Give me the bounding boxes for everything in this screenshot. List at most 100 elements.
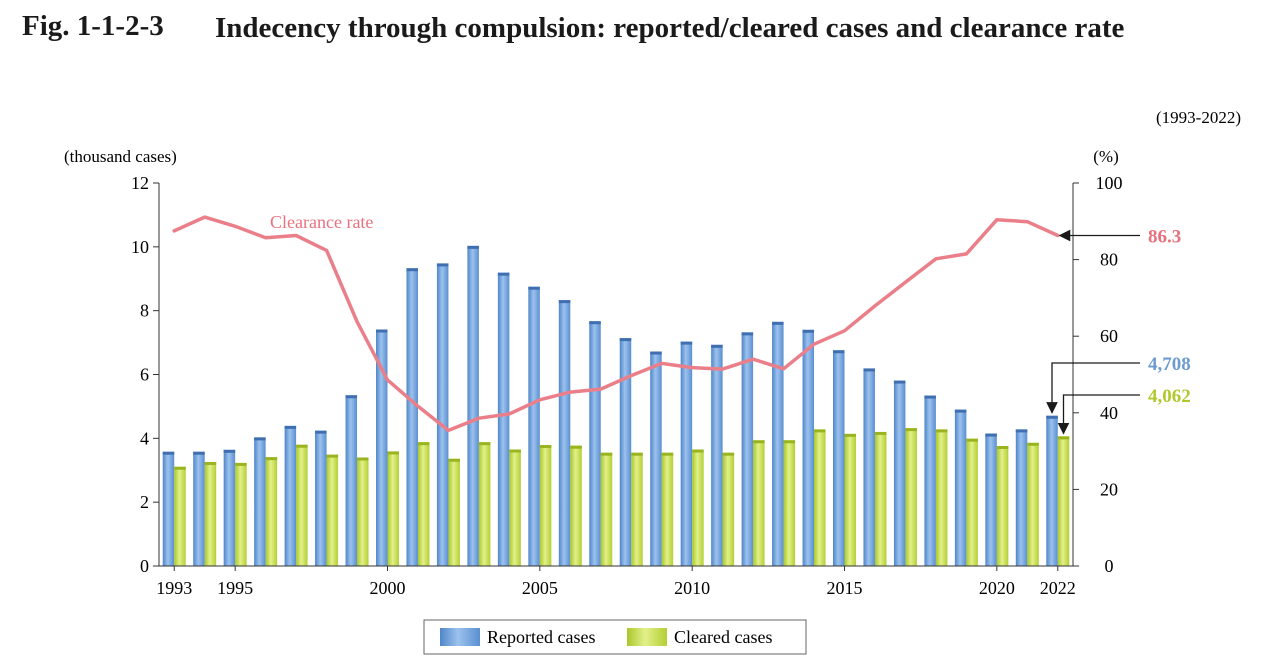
bar-reported-cap-1994 <box>193 451 205 455</box>
bar-cleared-2015 <box>844 433 856 566</box>
bar-reported-2009 <box>650 351 662 566</box>
bar-cleared-cap-2016 <box>874 431 887 435</box>
left-axis-tick-label: 4 <box>140 428 149 448</box>
bar-cleared-2012 <box>753 440 765 566</box>
bar-cleared-1995 <box>235 462 247 566</box>
bar-reported-1997 <box>284 425 297 566</box>
bar-reported-2000 <box>376 329 388 566</box>
bar-cleared-cap-2001 <box>417 442 430 446</box>
bar-cleared-2019 <box>966 438 978 566</box>
bar-reported-2001 <box>406 268 418 566</box>
bar-reported-2022 <box>1046 415 1058 566</box>
bar-reported-cap-1995 <box>223 449 236 453</box>
x-axis-tick-label: 2010 <box>674 578 710 598</box>
bar-reported-cap-2021 <box>1015 429 1028 433</box>
bar-cleared-2016 <box>874 431 887 566</box>
figure-number: Fig. 1-1-2-3 <box>22 10 164 42</box>
left-axis-unit: (thousand cases) <box>64 147 177 166</box>
bar-reported-2008 <box>619 338 632 566</box>
bar-cleared-2002 <box>448 458 460 566</box>
bar-reported-2013 <box>772 321 784 566</box>
bar-reported-cap-2005 <box>528 286 540 290</box>
x-axis-tick-label: 2005 <box>522 578 558 598</box>
right-axis: 0 20 40 60 80 100 <box>1072 173 1123 576</box>
bar-cleared-cap-2012 <box>753 440 765 444</box>
bar-cleared-2020 <box>996 445 1009 566</box>
bar-reported-cap-1998 <box>315 430 327 434</box>
bar-cleared-1996 <box>265 457 278 566</box>
bar-cleared-cap-2005 <box>539 445 552 449</box>
bar-cleared-cap-1996 <box>265 457 278 461</box>
bar-reported-cap-2007 <box>589 321 601 325</box>
x-axis-tick-label: 2022 <box>1040 578 1076 598</box>
x-axis-tick-label: 2020 <box>979 578 1015 598</box>
left-axis-tick-label: 8 <box>140 301 149 321</box>
bar-cleared-cap-2000 <box>387 451 399 455</box>
bar-reported-2004 <box>497 272 510 566</box>
bar-reported-cap-1999 <box>345 395 358 399</box>
bar-cleared-cap-2008 <box>631 452 643 456</box>
left-axis-tick-label: 2 <box>140 492 149 512</box>
bar-reported-2019 <box>954 409 967 566</box>
legend-label-reported: Reported cases <box>487 627 595 647</box>
bar-cleared-cap-2011 <box>722 452 735 456</box>
x-axis-tick-label: 1993 <box>156 578 192 598</box>
bar-reported-2018 <box>924 395 936 566</box>
bar-reported-cap-2010 <box>680 341 693 345</box>
bar-reported-cap-1993 <box>162 451 175 455</box>
bar-reported-2015 <box>833 350 845 566</box>
clearance-rate-line <box>172 215 1060 433</box>
bar-cleared-1998 <box>326 454 339 566</box>
left-axis-tick-label: 6 <box>140 365 149 385</box>
bar-reported-2020 <box>985 433 997 566</box>
bar-cleared-2014 <box>814 429 826 566</box>
bar-cleared-2007 <box>600 452 613 566</box>
bar-cleared-cap-2022 <box>1057 436 1070 440</box>
bar-reported-cap-2012 <box>741 332 754 336</box>
callout-arrow-reported <box>1046 362 1140 414</box>
bar-reported-cap-2013 <box>772 321 784 325</box>
callout-arrow-cleared <box>1057 394 1140 435</box>
bar-reported-cap-2008 <box>619 338 632 342</box>
bar-reported-2010 <box>680 341 693 566</box>
period-label: (1993-2022) <box>1156 108 1241 127</box>
right-axis-unit: (%) <box>1093 147 1118 166</box>
callout-rate-value: 86.3 <box>1148 226 1181 247</box>
bar-reported-cap-2015 <box>833 350 845 354</box>
bar-cleared-2022 <box>1057 436 1070 566</box>
bar-reported-2016 <box>863 368 875 566</box>
bar-cleared-cap-2007 <box>600 452 613 456</box>
callout-reported-value: 4,708 <box>1148 354 1191 375</box>
bar-reported-cap-2017 <box>893 380 906 384</box>
legend: Reported cases Cleared cases <box>423 619 807 655</box>
bar-reported-1998 <box>315 430 327 566</box>
bar-cleared-1999 <box>357 457 369 566</box>
bar-reported-1995 <box>223 449 236 566</box>
bar-reported-1996 <box>254 437 266 566</box>
bar-reported-2011 <box>711 344 723 566</box>
bar-cleared-2013 <box>783 440 796 566</box>
bar-cleared-2003 <box>478 442 491 566</box>
legend-swatch-reported <box>440 628 480 646</box>
left-axis-tick-label: 12 <box>131 173 149 193</box>
bar-cleared-cap-2019 <box>966 438 978 442</box>
bar-reported-2006 <box>558 300 571 566</box>
right-axis-tick-label: 60 <box>1100 326 1118 346</box>
bar-cleared-2011 <box>722 452 735 566</box>
bar-reported-2005 <box>528 286 540 566</box>
bar-reported-cap-2009 <box>650 351 662 355</box>
bar-reported-2007 <box>589 321 601 566</box>
bar-reported-cap-2016 <box>863 368 875 372</box>
bar-cleared-2006 <box>570 445 582 566</box>
bar-cleared-2005 <box>539 445 552 566</box>
bar-cleared-cap-2018 <box>935 429 948 433</box>
bar-cleared-1993 <box>174 466 186 566</box>
bar-cleared-cap-2017 <box>905 428 917 432</box>
bar-cleared-cap-1999 <box>357 457 369 461</box>
bar-cleared-cap-2013 <box>783 440 796 444</box>
left-axis: 0 2 4 6 8 10 12 <box>131 173 160 576</box>
x-axis: 1993 1995 2000 2005 2010 2015 2020 2022 <box>156 565 1076 598</box>
bar-reported-cap-2020 <box>985 433 997 437</box>
bar-reported-2017 <box>893 380 906 566</box>
